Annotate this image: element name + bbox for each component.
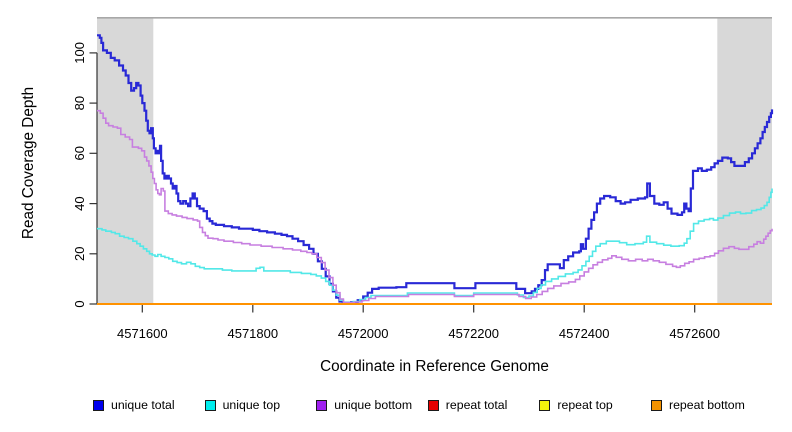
x-tick-label: 4571800 (227, 326, 278, 341)
x-tick-label: 4572400 (559, 326, 610, 341)
x-tick-label: 4572200 (448, 326, 499, 341)
y-tick-label: 0 (72, 300, 87, 307)
shaded-region-1 (97, 18, 154, 304)
x-axis-title: Coordinate in Reference Genome (320, 358, 549, 375)
x-tick-label: 4572600 (669, 326, 720, 341)
y-tick-label: 80 (72, 96, 87, 110)
y-tick-label: 20 (72, 247, 87, 261)
y-tick-label: 100 (72, 42, 87, 64)
y-tick-label: 40 (72, 196, 87, 210)
x-tick-label: 4572000 (338, 326, 389, 341)
y-tick-label: 60 (72, 146, 87, 160)
x-tick-label: 4571600 (117, 326, 168, 341)
series-line-unique-bottom (97, 109, 773, 304)
series-line-unique-total (97, 34, 774, 304)
y-axis-title: Read Coverage Depth (20, 86, 37, 240)
